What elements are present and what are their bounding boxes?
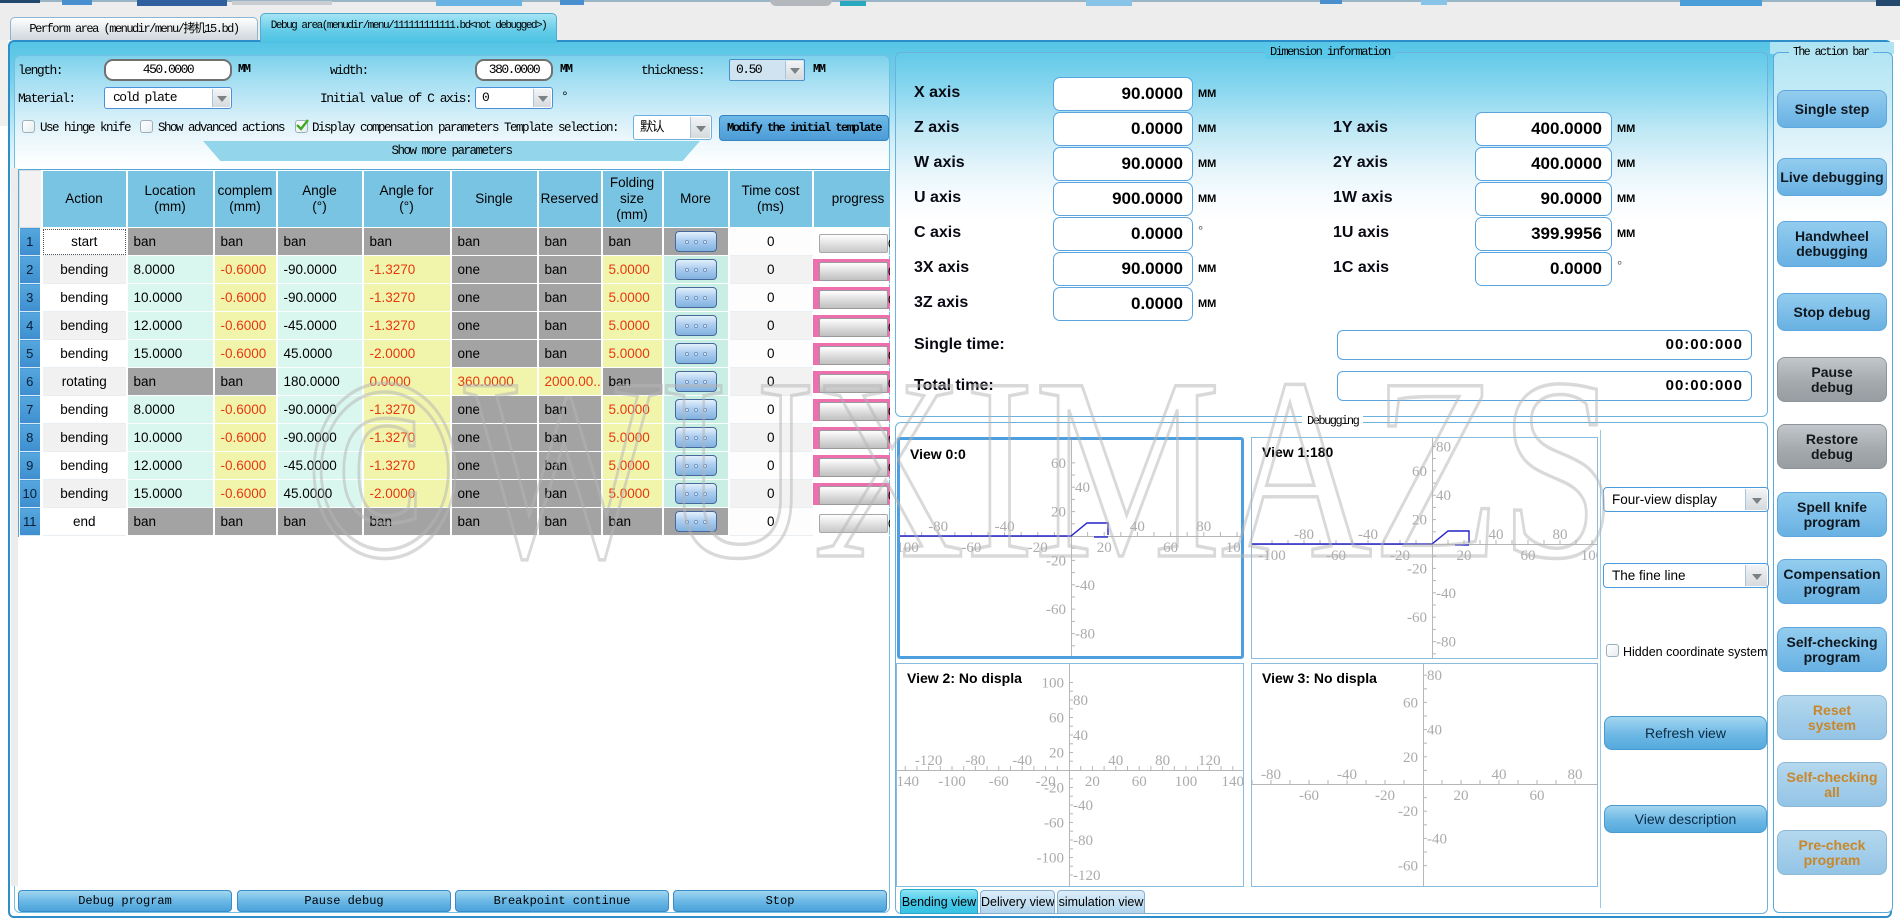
svg-text:20: 20 [1454,788,1469,804]
svg-text:-40: -40 [1358,527,1378,543]
svg-text:20: 20 [1051,505,1066,521]
svg-text:-40: -40 [1073,798,1093,814]
svg-text:-40: -40 [1436,586,1456,602]
svg-text:-20: -20 [1375,788,1395,804]
svg-text:20: 20 [1412,513,1427,529]
svg-text:40: 40 [1108,753,1123,769]
svg-text:-40: -40 [1075,578,1095,594]
svg-text:-40: -40 [1427,831,1447,847]
svg-text:-80: -80 [965,753,985,769]
svg-text:60: 60 [1530,788,1545,804]
svg-text:60: 60 [1051,456,1066,472]
svg-text:-100: -100 [1258,548,1286,564]
svg-text:100: 100 [1042,676,1065,692]
svg-text:-120: -120 [915,753,943,769]
svg-text:60: 60 [1132,774,1147,790]
svg-text:-60: -60 [1326,548,1346,564]
svg-text:80: 80 [1073,693,1088,709]
svg-text:-140: -140 [897,774,919,790]
svg-text:-80: -80 [1294,527,1314,543]
svg-text:60: 60 [1049,711,1064,727]
svg-text:40: 40 [1427,723,1442,739]
svg-text:-60: -60 [1407,610,1427,626]
svg-text:-60: -60 [1044,816,1064,832]
svg-text:100: 100 [1226,540,1244,556]
svg-text:-20: -20 [1036,774,1056,790]
svg-text:40: 40 [1130,519,1145,535]
svg-text:-100: -100 [938,774,966,790]
svg-text:20: 20 [1403,750,1418,766]
svg-text:-60: -60 [989,774,1009,790]
svg-text:20: 20 [1457,548,1472,564]
svg-text:-80: -80 [1073,833,1093,849]
svg-text:-20: -20 [1407,561,1427,577]
svg-text:20: 20 [1049,746,1064,762]
svg-text:120: 120 [1198,753,1221,769]
svg-text:-20: -20 [1390,548,1410,564]
svg-text:40: 40 [1489,527,1504,543]
svg-text:80: 80 [1196,519,1211,535]
svg-text:-20: -20 [1046,553,1066,569]
svg-text:60: 60 [1163,540,1178,556]
svg-text:60: 60 [1521,548,1536,564]
svg-text:-60: -60 [1299,788,1319,804]
svg-text:140: 140 [1222,774,1244,790]
svg-text:100: 100 [1175,774,1198,790]
svg-text:-100: -100 [900,540,919,556]
svg-text:20: 20 [1097,540,1112,556]
svg-text:40: 40 [1436,488,1451,504]
svg-text:-20: -20 [1398,804,1418,820]
svg-text:-40: -40 [1337,767,1357,783]
svg-text:40: 40 [1075,480,1090,496]
svg-text:60: 60 [1403,695,1418,711]
svg-text:-100: -100 [1037,851,1065,867]
svg-text:80: 80 [1553,527,1568,543]
svg-text:80: 80 [1436,439,1451,455]
svg-text:-20: -20 [1044,781,1064,797]
svg-text:-80: -80 [1261,767,1281,783]
svg-text:-120: -120 [1073,868,1101,884]
svg-text:-40: -40 [995,519,1015,535]
svg-text:20: 20 [1085,774,1100,790]
svg-text:-20: -20 [1028,540,1048,556]
svg-text:-80: -80 [1436,635,1456,651]
svg-text:-80: -80 [928,519,948,535]
svg-text:-60: -60 [1398,859,1418,875]
svg-text:40: 40 [1492,767,1507,783]
svg-text:80: 80 [1155,753,1170,769]
svg-text:80: 80 [1568,767,1583,783]
svg-text:60: 60 [1412,464,1427,480]
svg-text:40: 40 [1073,728,1088,744]
svg-text:-60: -60 [961,540,981,556]
svg-text:100: 100 [1581,548,1598,564]
svg-text:-40: -40 [1012,753,1032,769]
svg-text:-60: -60 [1046,602,1066,618]
svg-text:-80: -80 [1075,627,1095,643]
svg-text:80: 80 [1427,668,1442,684]
